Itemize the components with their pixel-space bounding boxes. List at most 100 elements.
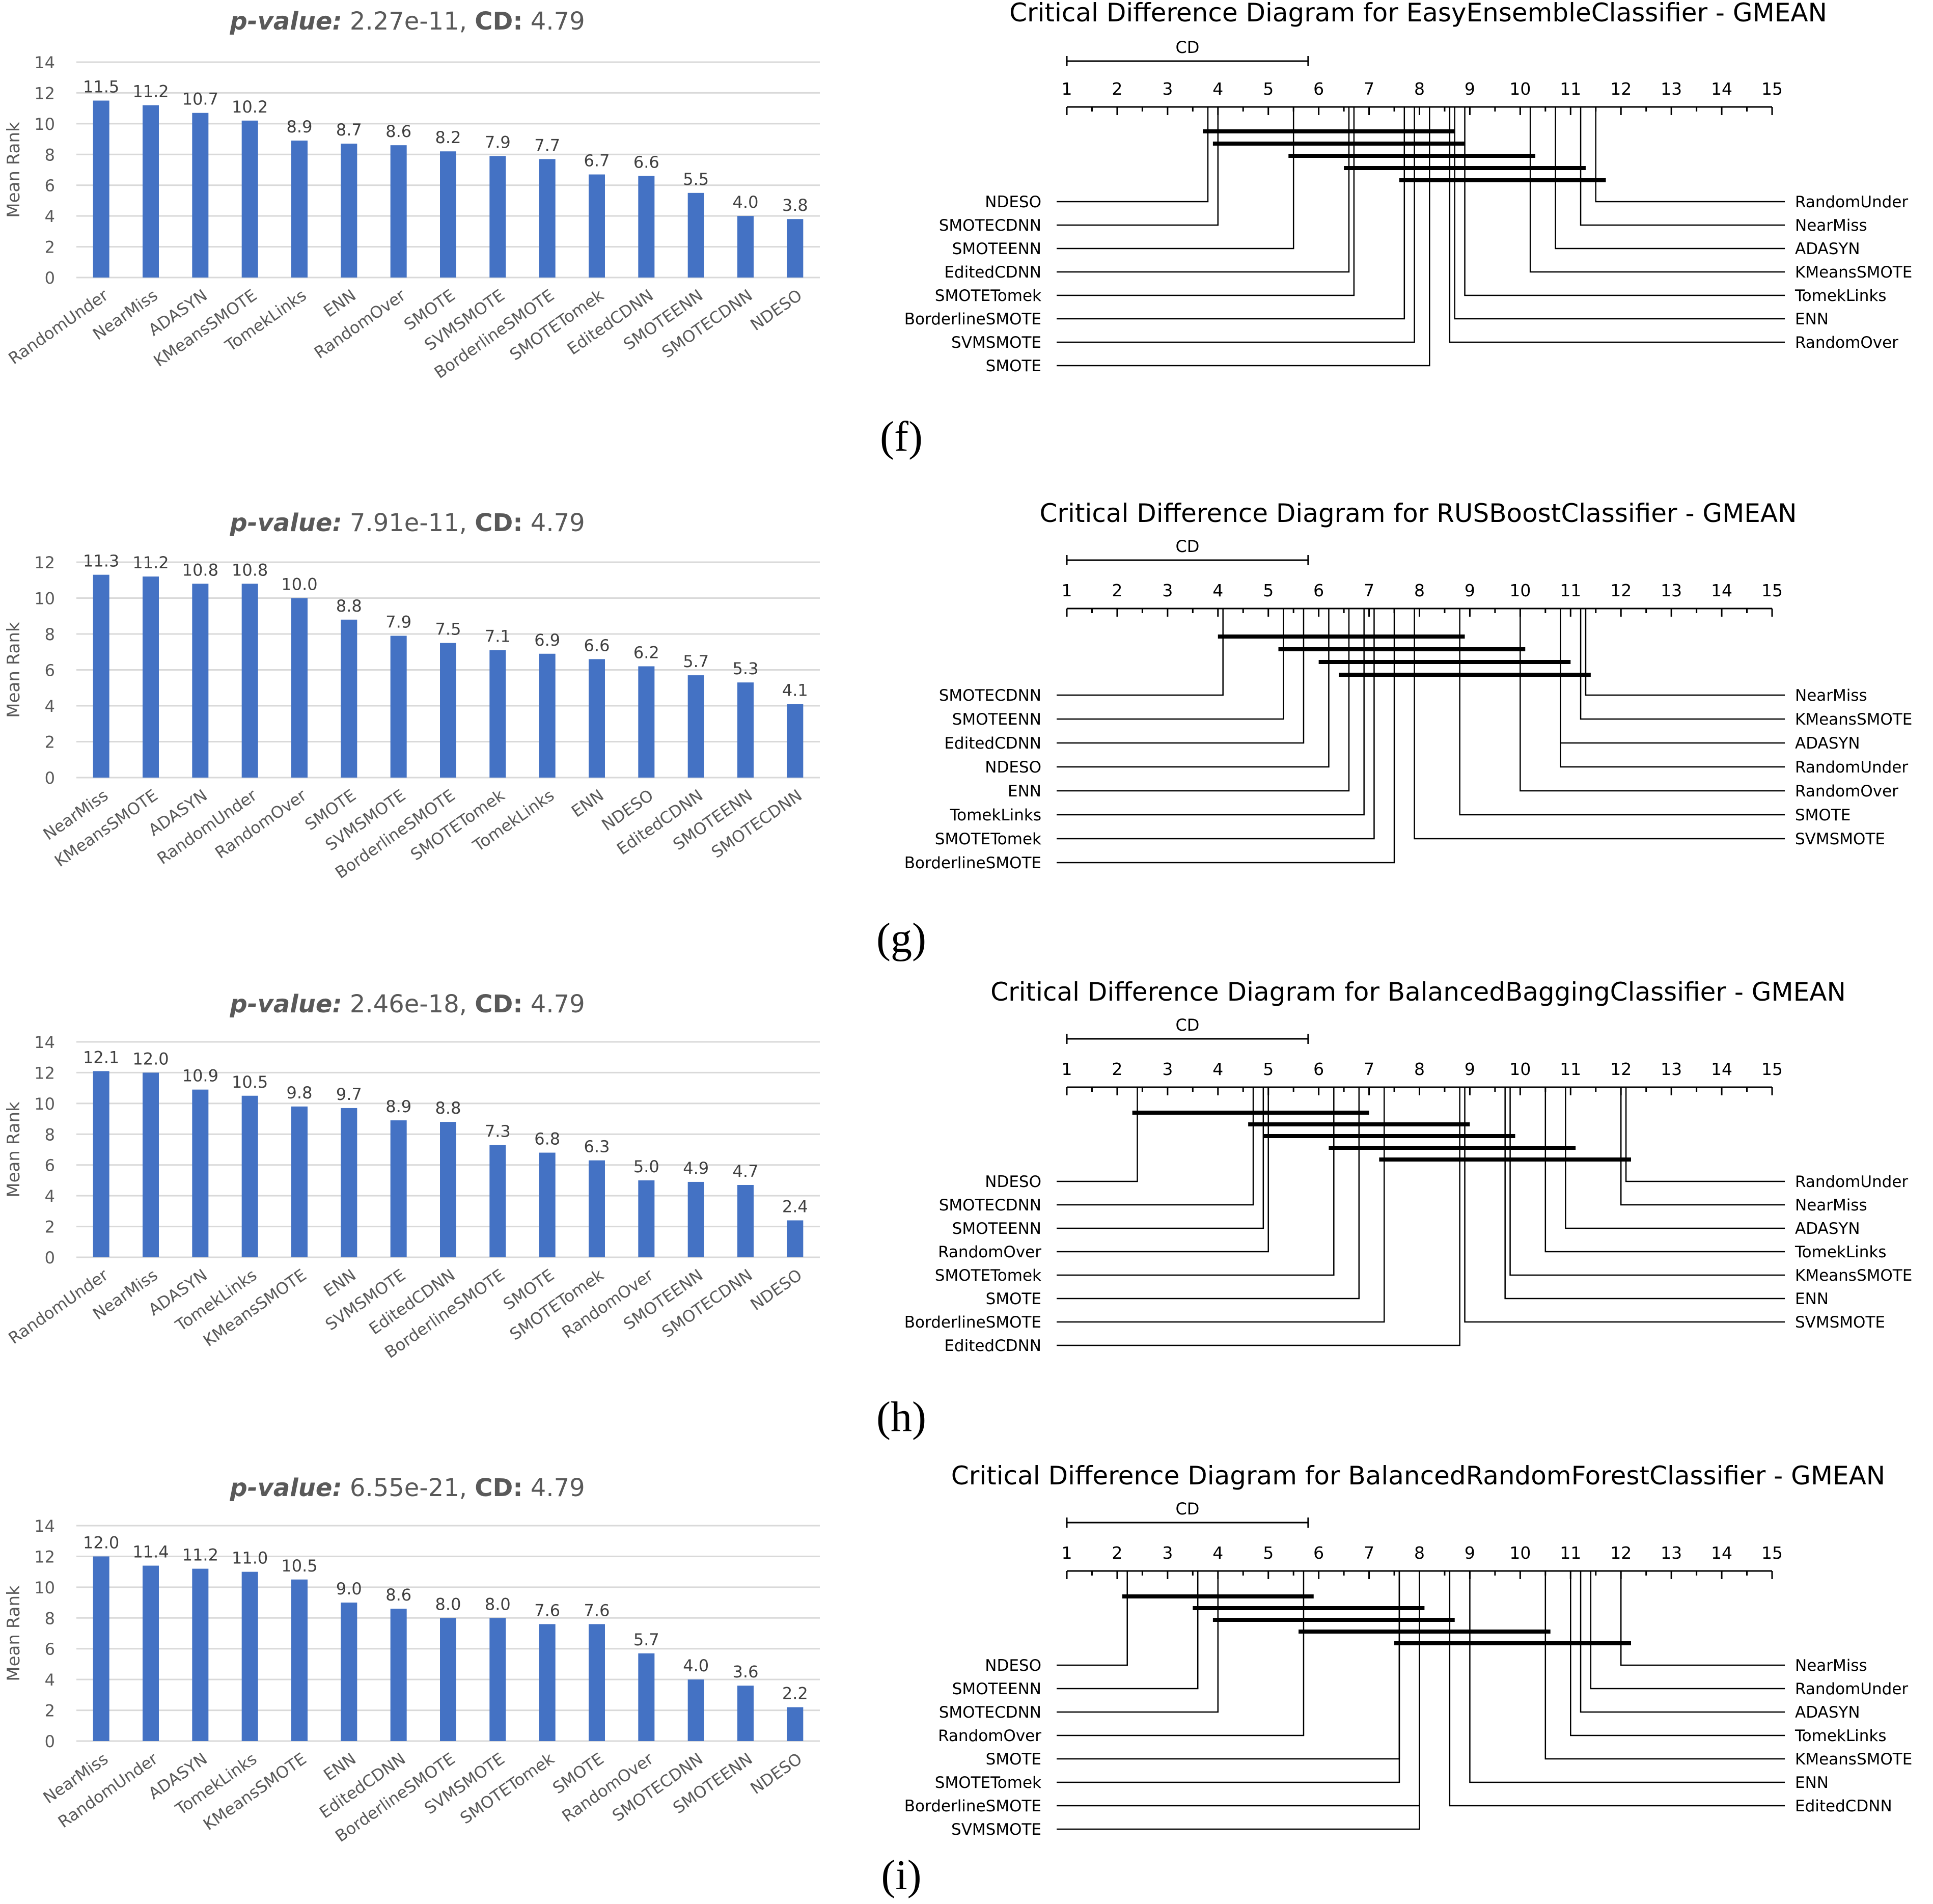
method-connector — [1504, 1087, 1785, 1300]
bar — [737, 682, 754, 778]
chart-title: p-value: 7.91e-11, CD: 4.79 — [229, 509, 585, 537]
bar — [390, 636, 407, 778]
method-label: BorderlineSMOTE — [904, 310, 1041, 328]
method-label: SMOTEENN — [952, 1680, 1041, 1698]
method-label: EditedCDNN — [944, 263, 1041, 282]
data-label: 10.8 — [232, 560, 268, 580]
axis-tick-label: 5 — [1263, 581, 1274, 600]
method-connector — [1057, 107, 1430, 367]
data-label: 8.8 — [336, 596, 362, 616]
data-label: 8.8 — [435, 1098, 461, 1118]
method-label: TomekLinks — [1794, 287, 1887, 305]
axis-tick-label: 7 — [1364, 581, 1374, 600]
bar — [143, 576, 159, 778]
cd-diagram-1: Critical Difference Diagram for EasyEnse… — [880, 0, 1912, 460]
data-label: 8.9 — [287, 117, 313, 136]
axis-tick-label: 1 — [1062, 79, 1072, 99]
axis-tick-label: 10 — [1509, 1543, 1531, 1563]
method-connector — [1469, 1571, 1785, 1783]
bar — [390, 1609, 407, 1741]
y-tick-label: 2 — [45, 733, 55, 752]
bar — [489, 650, 506, 778]
title-separator: , — [459, 509, 475, 537]
method-label: SMOTE — [1795, 806, 1851, 824]
method-label: RandomOver — [938, 1727, 1041, 1745]
data-label: 4.0 — [683, 1656, 709, 1675]
cd-diagram-3: Critical Difference Diagram for Balanced… — [876, 977, 1912, 1441]
data-label: 6.2 — [633, 643, 659, 662]
method-connector — [1580, 609, 1785, 720]
data-label: 11.3 — [83, 551, 119, 571]
bar — [589, 1160, 605, 1257]
y-tick-label: 8 — [45, 145, 55, 164]
data-label: 10.0 — [281, 575, 317, 594]
axis-tick-label: 6 — [1313, 79, 1324, 99]
bar — [241, 1095, 258, 1257]
cd-value: 4.79 — [523, 509, 585, 537]
bar — [638, 176, 655, 278]
method-connector — [1057, 1087, 1360, 1300]
cd-diagram-title: Critical Difference Diagram for EasyEnse… — [1009, 0, 1827, 27]
y-tick-label: 4 — [45, 1186, 55, 1206]
data-label: 6.7 — [584, 151, 610, 171]
method-label: SMOTEENN — [952, 1220, 1041, 1238]
method-label: NearMiss — [1795, 1196, 1867, 1215]
method-label: SMOTECDNN — [939, 1196, 1041, 1215]
data-label: 8.6 — [385, 1585, 411, 1605]
y-tick-label: 12 — [34, 84, 55, 103]
data-label: 11.5 — [83, 77, 119, 97]
y-tick-label: 10 — [34, 589, 55, 609]
method-label: BorderlineSMOTE — [904, 854, 1041, 872]
data-label: 6.6 — [633, 153, 659, 172]
axis-tick-label: 3 — [1162, 1543, 1173, 1563]
data-label: 8.0 — [435, 1594, 461, 1614]
data-label: 7.7 — [534, 135, 560, 155]
bar — [143, 105, 159, 278]
data-label: 4.1 — [782, 680, 808, 700]
x-tick-label: ENN — [320, 1265, 360, 1301]
method-label: SMOTE — [986, 357, 1041, 375]
method-connector — [1620, 1571, 1785, 1666]
axis-tick-label: 7 — [1364, 1059, 1374, 1079]
axis-tick-label: 7 — [1364, 1543, 1374, 1563]
method-label: SMOTE — [986, 1290, 1041, 1308]
chart-title: p-value: 6.55e-21, CD: 4.79 — [229, 1474, 585, 1502]
axis-tick-label: 9 — [1465, 1543, 1475, 1563]
y-tick-label: 2 — [45, 1218, 55, 1237]
method-label: ADASYN — [1795, 240, 1860, 258]
axis-tick-label: 4 — [1212, 1059, 1223, 1079]
data-label: 10.8 — [182, 560, 218, 580]
axis-tick-label: 2 — [1112, 581, 1122, 600]
data-label: 11.2 — [132, 553, 169, 572]
bar — [241, 584, 258, 778]
method-connector — [1057, 609, 1365, 816]
method-connector — [1057, 1087, 1138, 1182]
y-tick-label: 14 — [34, 53, 55, 72]
method-label: SVMSMOTE — [951, 334, 1041, 352]
method-label: KMeansSMOTE — [1795, 1750, 1912, 1769]
axis-tick-label: 15 — [1761, 1543, 1783, 1563]
data-label: 8.2 — [435, 128, 461, 147]
data-label: 5.5 — [683, 170, 709, 189]
pvalue-label: p-value: — [229, 990, 342, 1018]
y-tick-label: 14 — [34, 1516, 55, 1536]
method-connector — [1590, 1571, 1785, 1690]
cd-value: 4.79 — [523, 7, 585, 36]
axis-tick-label: 8 — [1414, 79, 1425, 99]
method-connector — [1057, 1087, 1264, 1229]
panel-label: (g) — [876, 915, 926, 962]
y-tick-label: 8 — [45, 1609, 55, 1628]
y-axis-label: Mean Rank — [4, 622, 24, 718]
data-label: 4.7 — [733, 1162, 759, 1181]
data-label: 7.6 — [584, 1601, 610, 1620]
method-connector — [1057, 1087, 1269, 1253]
method-label: KMeansSMOTE — [1795, 263, 1912, 282]
method-connector — [1459, 609, 1785, 816]
bar-chart-3: p-value: 2.46e-18, CD: 4.79 0 2 4 6 8 10 12 14 Me… — [4, 990, 820, 1362]
bar — [787, 219, 804, 278]
y-tick-label: 10 — [34, 1094, 55, 1114]
method-label: EditedCDNN — [944, 1337, 1041, 1355]
cd-scale-label: CD — [1175, 1499, 1199, 1519]
bar — [687, 1679, 704, 1741]
